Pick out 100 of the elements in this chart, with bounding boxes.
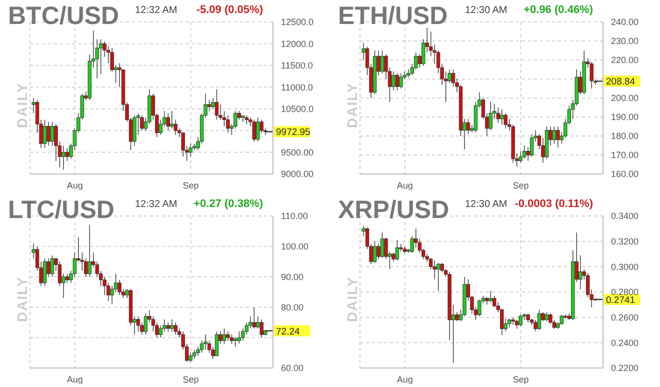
y-tick-label: 0.3200 bbox=[611, 236, 639, 247]
candlestick bbox=[214, 331, 219, 356]
x-tick-label: Aug bbox=[396, 374, 413, 384]
candlestick bbox=[65, 148, 70, 162]
candlestick bbox=[188, 143, 192, 157]
annotation: 0.2741 bbox=[606, 294, 636, 306]
x-tick-label: Aug bbox=[396, 180, 413, 190]
x-tick-label: Aug bbox=[66, 374, 83, 384]
candlestick bbox=[392, 71, 396, 91]
candlestick bbox=[207, 100, 212, 112]
candlestick bbox=[132, 115, 136, 146]
candlestick bbox=[530, 134, 534, 158]
candlestick bbox=[42, 119, 47, 148]
annotation: 72.24 bbox=[276, 326, 300, 338]
y-tick-label: 80.00 bbox=[281, 302, 304, 312]
candlestick bbox=[511, 316, 515, 326]
candlestick bbox=[62, 145, 66, 170]
y-tick-label: 200.00 bbox=[611, 93, 639, 104]
y-tick-label: 0.2400 bbox=[611, 338, 639, 348]
y-tick-label: 230.00 bbox=[611, 36, 639, 46]
y-tick-label: 90.00 bbox=[281, 272, 304, 282]
candlestick bbox=[234, 337, 238, 348]
candlestick bbox=[226, 331, 230, 341]
candlestick bbox=[399, 72, 403, 89]
candlestick bbox=[88, 224, 92, 278]
candlestick bbox=[252, 306, 256, 329]
candlestick bbox=[214, 88, 219, 120]
x-tick-label: Sep bbox=[512, 374, 529, 384]
candlestick bbox=[174, 322, 178, 335]
candlestick bbox=[560, 314, 564, 326]
annotation: 9972.95 bbox=[276, 127, 310, 138]
x-tick-label: Sep bbox=[182, 374, 199, 384]
candlestick bbox=[578, 254, 582, 290]
candlestick bbox=[50, 122, 54, 146]
candlestick bbox=[556, 126, 560, 148]
candlestick bbox=[395, 72, 400, 91]
candlestick bbox=[260, 319, 264, 338]
candlestick bbox=[552, 126, 556, 144]
y-tick-label: 170.00 bbox=[611, 150, 639, 160]
annotation: 208.84 bbox=[606, 76, 636, 88]
candlestick bbox=[256, 117, 260, 142]
candlestick bbox=[140, 115, 144, 131]
candlestick bbox=[380, 232, 384, 258]
candlestick bbox=[504, 112, 508, 129]
x-tick-label: Sep bbox=[512, 180, 529, 190]
y-tick-label: 100.00 bbox=[281, 242, 309, 252]
candlestick bbox=[170, 110, 174, 129]
y-tick-label: 110.00 bbox=[281, 211, 308, 222]
candlestick bbox=[204, 334, 208, 350]
candlestick bbox=[432, 260, 436, 280]
candlestick bbox=[144, 312, 148, 335]
candlestick bbox=[496, 107, 500, 124]
candlestick bbox=[395, 240, 400, 261]
candlestick bbox=[372, 240, 377, 264]
text: +0.96 (0.46%) bbox=[524, 4, 593, 16]
y-tick-label: 0.3000 bbox=[611, 262, 639, 272]
text: -0.0003 (0.11%) bbox=[514, 198, 593, 210]
y-tick-label: 60.00 bbox=[281, 363, 304, 374]
x-tick-label: Aug bbox=[66, 180, 83, 190]
candlestick bbox=[436, 262, 440, 292]
candlestick bbox=[548, 313, 552, 324]
y-tick-label: 11500.0 bbox=[281, 60, 313, 71]
candlestick bbox=[252, 119, 256, 142]
y-tick-label: 190.00 bbox=[611, 112, 639, 122]
candlestick bbox=[166, 322, 170, 332]
text: 12:30 AM bbox=[465, 199, 508, 210]
chart-title: LTC/USD bbox=[8, 196, 114, 224]
chart-title: XRP/USD bbox=[338, 196, 450, 224]
candlestick bbox=[46, 122, 50, 146]
candlestick bbox=[466, 118, 470, 134]
y-tick-label: 0.3400 bbox=[611, 211, 639, 222]
candlestick bbox=[537, 309, 542, 330]
candlestick bbox=[488, 290, 493, 302]
candlestick bbox=[522, 145, 526, 160]
chart-title: BTC/USD bbox=[8, 2, 120, 30]
y-tick-label: 11000.0 bbox=[281, 82, 313, 92]
y-tick-label: 9000.00 bbox=[281, 169, 314, 180]
y-tick-label: 10500.0 bbox=[281, 104, 314, 114]
y-tick-label: 0.2200 bbox=[611, 363, 639, 374]
y-tick-label: 180.00 bbox=[611, 131, 639, 142]
candlestick bbox=[98, 39, 103, 74]
candlestick bbox=[50, 255, 54, 278]
y-tick-label: 12500.0 bbox=[281, 17, 314, 28]
candlestick bbox=[42, 258, 47, 286]
text: 12:32 AM bbox=[135, 5, 178, 16]
y-tick-label: 160.00 bbox=[611, 169, 639, 180]
candlestick bbox=[518, 314, 522, 327]
candlestick bbox=[136, 316, 140, 332]
candlestick bbox=[222, 328, 226, 344]
candlestick bbox=[478, 299, 482, 316]
chart-title: ETH/USD bbox=[338, 2, 448, 30]
y-tick-label: 9500.00 bbox=[281, 147, 314, 158]
candlestick bbox=[166, 112, 170, 131]
candlestick bbox=[226, 115, 230, 134]
candlestick bbox=[590, 62, 594, 89]
candlestick bbox=[237, 331, 242, 344]
text: -5.09 (0.05%) bbox=[196, 4, 263, 16]
text: 12:32 AM bbox=[135, 199, 178, 210]
candlestick bbox=[170, 319, 174, 332]
text: +0.27 (0.38%) bbox=[194, 198, 263, 210]
